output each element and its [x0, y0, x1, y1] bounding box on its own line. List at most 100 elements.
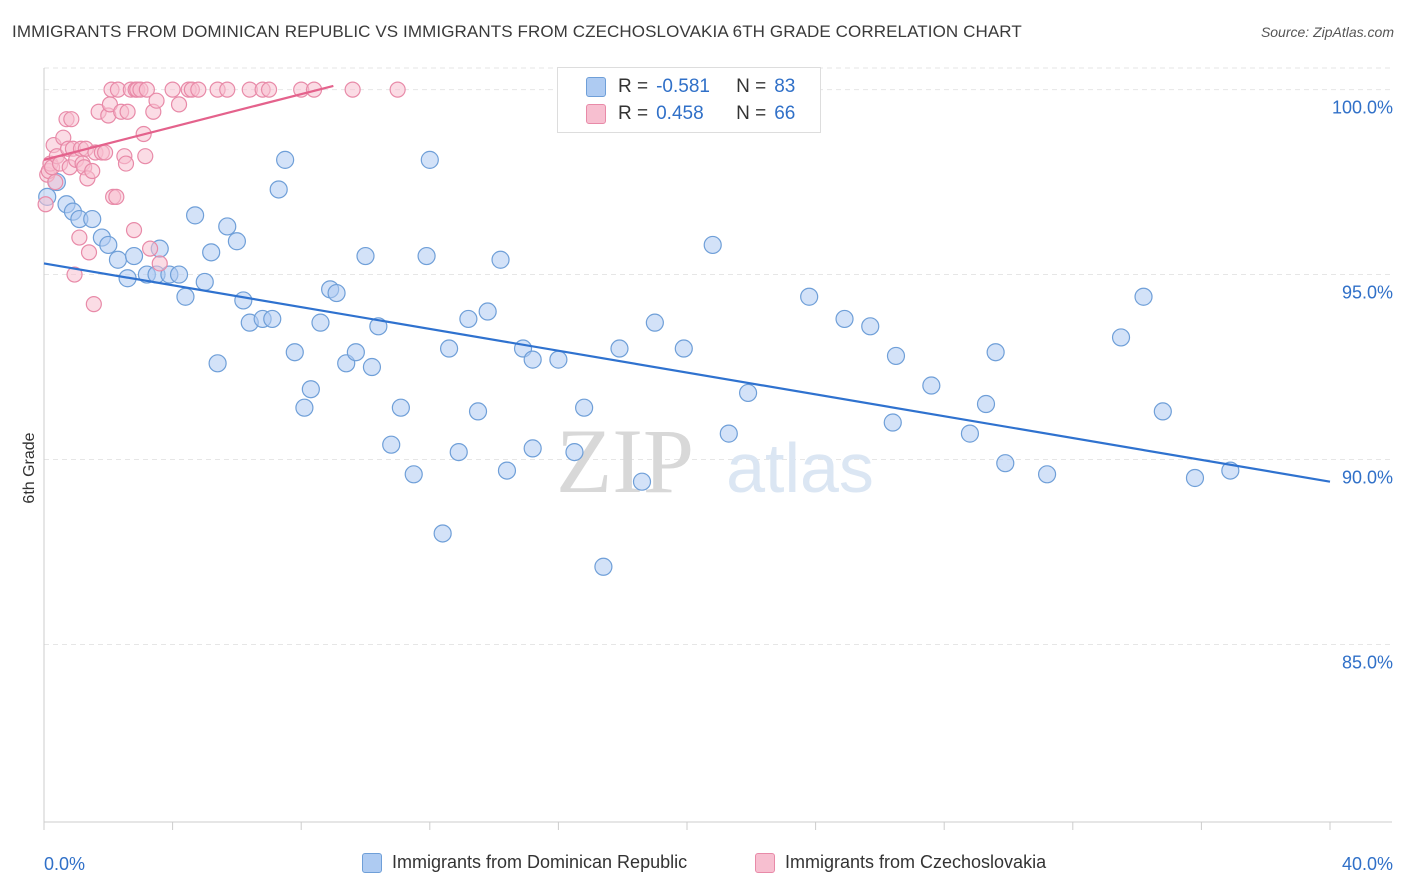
legend-label: Immigrants from Dominican Republic: [392, 852, 688, 872]
point-czechoslovakia: [71, 229, 88, 246]
x-tick-labels: 0.0% 40.0%: [44, 854, 1393, 874]
point-dominican: [301, 380, 320, 399]
point-dominican: [1185, 468, 1205, 488]
point-dominican: [674, 339, 693, 358]
stats-r-label: R =: [618, 103, 649, 124]
legend-item-dominican[interactable]: Immigrants from Dominican Republic: [362, 852, 687, 873]
point-czechoslovakia: [389, 81, 406, 98]
x-tick-label-max: 40.0%: [1342, 854, 1393, 874]
stats-swatch-blue: [586, 77, 606, 97]
trend-line-dominican: [43, 262, 1331, 483]
point-dominican: [738, 383, 758, 403]
point-czechoslovakia: [66, 266, 83, 283]
point-dominican: [549, 350, 568, 369]
point-dominican: [478, 302, 497, 321]
point-dominican: [883, 413, 902, 432]
point-dominican: [996, 454, 1015, 473]
point-dominican: [404, 465, 423, 484]
chart-title: IMMIGRANTS FROM DOMINICAN REPUBLIC VS IM…: [12, 22, 1022, 41]
point-dominican: [835, 309, 854, 329]
point-czechoslovakia: [148, 92, 165, 109]
point-dominican: [645, 313, 664, 332]
point-dominican: [610, 339, 629, 358]
point-dominican: [960, 424, 980, 443]
point-czechoslovakia: [119, 103, 136, 120]
correlation-stats-box: R = -0.581 N = 83 R = 0.458 N = 66: [557, 67, 821, 133]
point-dominican: [861, 317, 880, 336]
point-dominican: [327, 283, 346, 303]
y-tick-label: 90.0%: [1342, 467, 1393, 487]
point-dominican: [565, 442, 584, 462]
point-czechoslovakia: [80, 244, 98, 261]
point-czechoslovakia: [85, 296, 102, 313]
point-dominican: [227, 232, 246, 251]
point-dominican: [346, 343, 365, 362]
point-czechoslovakia: [170, 96, 188, 113]
watermark-atlas: atlas: [726, 429, 874, 507]
point-czechoslovakia: [344, 81, 361, 98]
point-dominican: [311, 313, 330, 332]
watermark-zip: ZIP: [556, 410, 694, 512]
point-dominican: [468, 402, 488, 421]
point-dominican: [369, 317, 388, 336]
point-dominican: [800, 287, 819, 306]
stats-r-value: 0.458: [656, 103, 704, 124]
point-dominican: [382, 435, 401, 454]
point-czechoslovakia: [141, 240, 159, 257]
point-dominican: [976, 394, 996, 414]
point-dominican: [449, 442, 468, 462]
point-czechoslovakia: [37, 196, 54, 213]
stats-row-dominican: R = -0.581 N = 83: [558, 74, 795, 100]
point-czechoslovakia: [164, 81, 181, 98]
point-czechoslovakia: [260, 81, 278, 98]
gridlines: [44, 67, 1392, 645]
point-dominican: [1111, 328, 1131, 347]
trend-line-czechoslovakia: [43, 84, 334, 161]
series-czechoslovakia-points: [37, 81, 406, 313]
point-dominican: [703, 235, 722, 255]
series-dominican-points: [38, 150, 1240, 576]
legend-swatch-blue: [362, 852, 382, 873]
point-dominican: [295, 398, 314, 417]
source-note: Source: ZipAtlas.com: [1260, 24, 1394, 40]
legend-item-czechoslovakia[interactable]: Immigrants from Czechoslovakia: [755, 852, 1046, 873]
point-czechoslovakia: [190, 81, 207, 98]
point-dominican: [417, 246, 436, 266]
point-dominican: [497, 461, 517, 480]
point-dominican: [169, 265, 189, 284]
point-czechoslovakia: [47, 173, 64, 191]
point-dominican: [276, 150, 295, 169]
point-dominican: [108, 250, 128, 269]
watermark: ZIP atlas: [556, 410, 874, 512]
point-dominican: [218, 217, 237, 236]
point-dominican: [285, 343, 304, 362]
stats-r-value: -0.581: [656, 76, 710, 97]
point-czechoslovakia: [219, 81, 236, 98]
point-dominican: [356, 246, 375, 266]
point-dominican: [1134, 287, 1153, 306]
point-dominican: [208, 354, 227, 373]
trend-lines: [43, 84, 1331, 483]
stats-n-value: 66: [774, 103, 796, 124]
stats-n-label: N =: [736, 103, 767, 124]
point-czechoslovakia: [96, 144, 114, 161]
legend-label: Immigrants from Czechoslovakia: [785, 852, 1047, 872]
point-dominican: [719, 424, 738, 443]
point-dominican: [83, 209, 102, 229]
point-dominican: [391, 398, 410, 417]
point-dominican: [124, 246, 144, 266]
point-dominican: [986, 343, 1005, 362]
point-dominican: [886, 346, 906, 366]
y-axis-label: 6th Grade: [21, 432, 38, 503]
point-dominican: [420, 150, 439, 169]
y-tick-label: 85.0%: [1342, 652, 1393, 672]
point-dominican: [269, 180, 288, 199]
point-czechoslovakia: [84, 162, 101, 180]
point-dominican: [575, 398, 594, 417]
y-tick-label: 95.0%: [1342, 283, 1393, 303]
stats-r-label: R =: [618, 76, 649, 97]
point-dominican: [186, 206, 205, 225]
stats-row-czechoslovakia: R = 0.458 N = 66: [558, 101, 795, 127]
point-dominican: [99, 235, 118, 255]
